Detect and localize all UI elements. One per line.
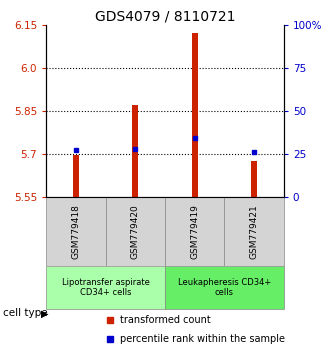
Text: percentile rank within the sample: percentile rank within the sample — [120, 334, 285, 344]
Text: GSM779420: GSM779420 — [131, 204, 140, 258]
Title: GDS4079 / 8110721: GDS4079 / 8110721 — [95, 10, 235, 24]
Text: Lipotransfer aspirate
CD34+ cells: Lipotransfer aspirate CD34+ cells — [62, 278, 149, 297]
Text: ▶: ▶ — [41, 308, 49, 318]
Bar — [165, 266, 284, 309]
Bar — [73, 155, 79, 197]
Bar — [251, 161, 257, 197]
Bar — [46, 266, 165, 309]
Text: GSM779419: GSM779419 — [190, 204, 199, 259]
Text: GSM779421: GSM779421 — [249, 204, 259, 258]
Bar — [132, 105, 138, 197]
Bar — [165, 197, 224, 266]
Bar — [224, 197, 284, 266]
Bar — [46, 197, 106, 266]
Text: cell type: cell type — [3, 308, 48, 318]
Bar — [192, 33, 198, 197]
Text: GSM779418: GSM779418 — [71, 204, 81, 259]
Bar — [106, 197, 165, 266]
Text: transformed count: transformed count — [120, 315, 211, 325]
Text: Leukapheresis CD34+
cells: Leukapheresis CD34+ cells — [178, 278, 271, 297]
